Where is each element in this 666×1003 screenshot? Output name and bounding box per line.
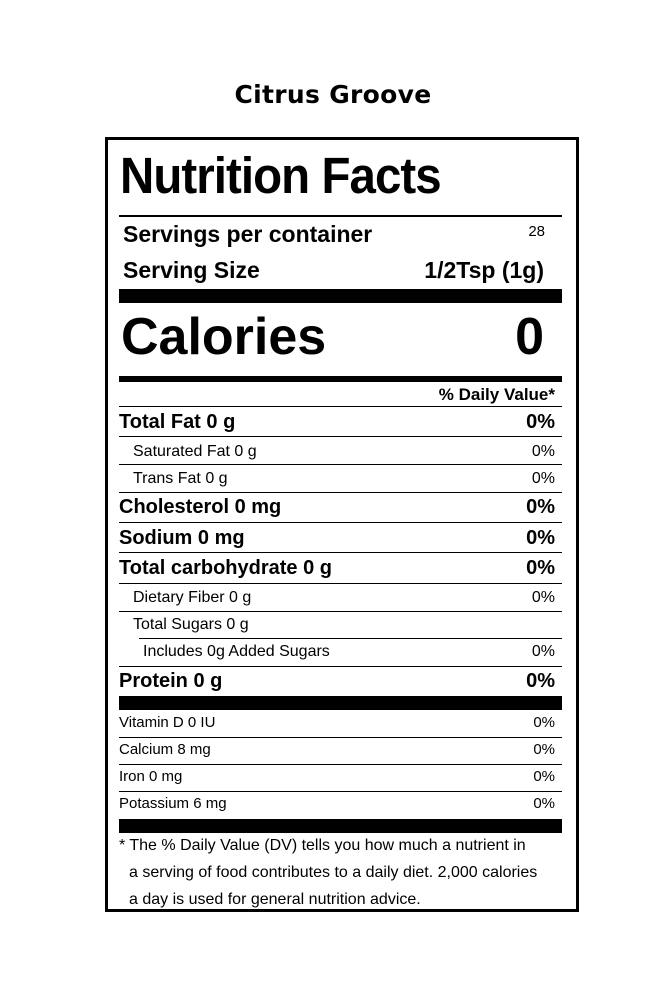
calories-value: 0 (515, 308, 544, 366)
thick-divider (119, 696, 562, 710)
nutrient-name: Sodium 0 mg (119, 527, 245, 549)
nutrient-name: Total Sugars 0 g (133, 616, 249, 633)
divider (119, 737, 562, 738)
divider (139, 638, 562, 639)
footnote-line: a serving of food contributes to a daily… (129, 864, 538, 881)
thick-divider (119, 376, 562, 382)
divider (119, 791, 562, 792)
divider (119, 764, 562, 765)
nutrient-dv: 0% (526, 496, 555, 518)
nutrient-dv: 0% (526, 557, 555, 579)
brand-name: Citrus Groove (234, 80, 432, 109)
nutrient-name: Trans Fat 0 g (133, 470, 228, 487)
divider (119, 406, 562, 407)
nutrient-name: Protein 0 g (119, 670, 223, 692)
daily-value-header-text: % Daily Value* (438, 385, 555, 404)
nutrition-label: Nutrition Facts Servings per container 2… (105, 137, 579, 912)
vitamin-name: Vitamin D 0 IU (119, 714, 216, 731)
divider (119, 522, 562, 523)
serving-size-label: Serving Size (123, 257, 260, 283)
divider (119, 464, 562, 465)
thick-divider (119, 819, 562, 833)
divider (119, 436, 562, 437)
nutrient-dv: 0% (531, 470, 555, 487)
divider (119, 552, 562, 553)
vitamin-name: Iron 0 mg (119, 768, 183, 785)
nutrient-name: Saturated Fat 0 g (133, 443, 257, 460)
divider (119, 215, 562, 217)
vitamin-name: Potassium 6 mg (119, 795, 227, 812)
nutrient-dv: 0% (531, 643, 555, 660)
nutrient-dv: 0% (531, 443, 555, 460)
nutrient-name: Includes 0g Added Sugars (143, 643, 330, 660)
label-title: Nutrition Facts (120, 147, 442, 204)
vitamin-dv: 0% (533, 768, 555, 785)
nutrient-dv: 0% (526, 670, 555, 692)
nutrient-name: Total carbohydrate 0 g (119, 557, 333, 579)
nutrient-name: Cholesterol 0 mg (119, 496, 282, 518)
nutrient-name: Dietary Fiber 0 g (133, 589, 252, 606)
vitamin-dv: 0% (533, 795, 555, 812)
nutrient-dv: 0% (526, 411, 555, 433)
footnote: * The % Daily Value (DV) tells you how m… (119, 832, 574, 913)
vitamin-dv: 0% (533, 714, 555, 731)
nutrient-dv: 0% (526, 527, 555, 549)
servings-label: Servings per container (123, 221, 373, 247)
serving-size-value: 1/2Tsp (1g) (424, 257, 544, 283)
servings-value: 28 (528, 223, 545, 240)
divider (119, 583, 562, 584)
nutrient-name: Total Fat 0 g (119, 411, 236, 433)
vitamin-name: Calcium 8 mg (119, 741, 211, 758)
thick-divider (119, 289, 562, 303)
nutrient-dv: 0% (531, 589, 555, 606)
footnote-line: * The % Daily Value (DV) tells you how m… (119, 837, 526, 854)
vitamin-dv: 0% (533, 741, 555, 758)
footnote-line: a day is used for general nutrition advi… (129, 891, 421, 908)
calories-label: Calories (121, 308, 327, 366)
divider (119, 666, 562, 667)
divider (119, 611, 562, 612)
divider (119, 492, 562, 493)
